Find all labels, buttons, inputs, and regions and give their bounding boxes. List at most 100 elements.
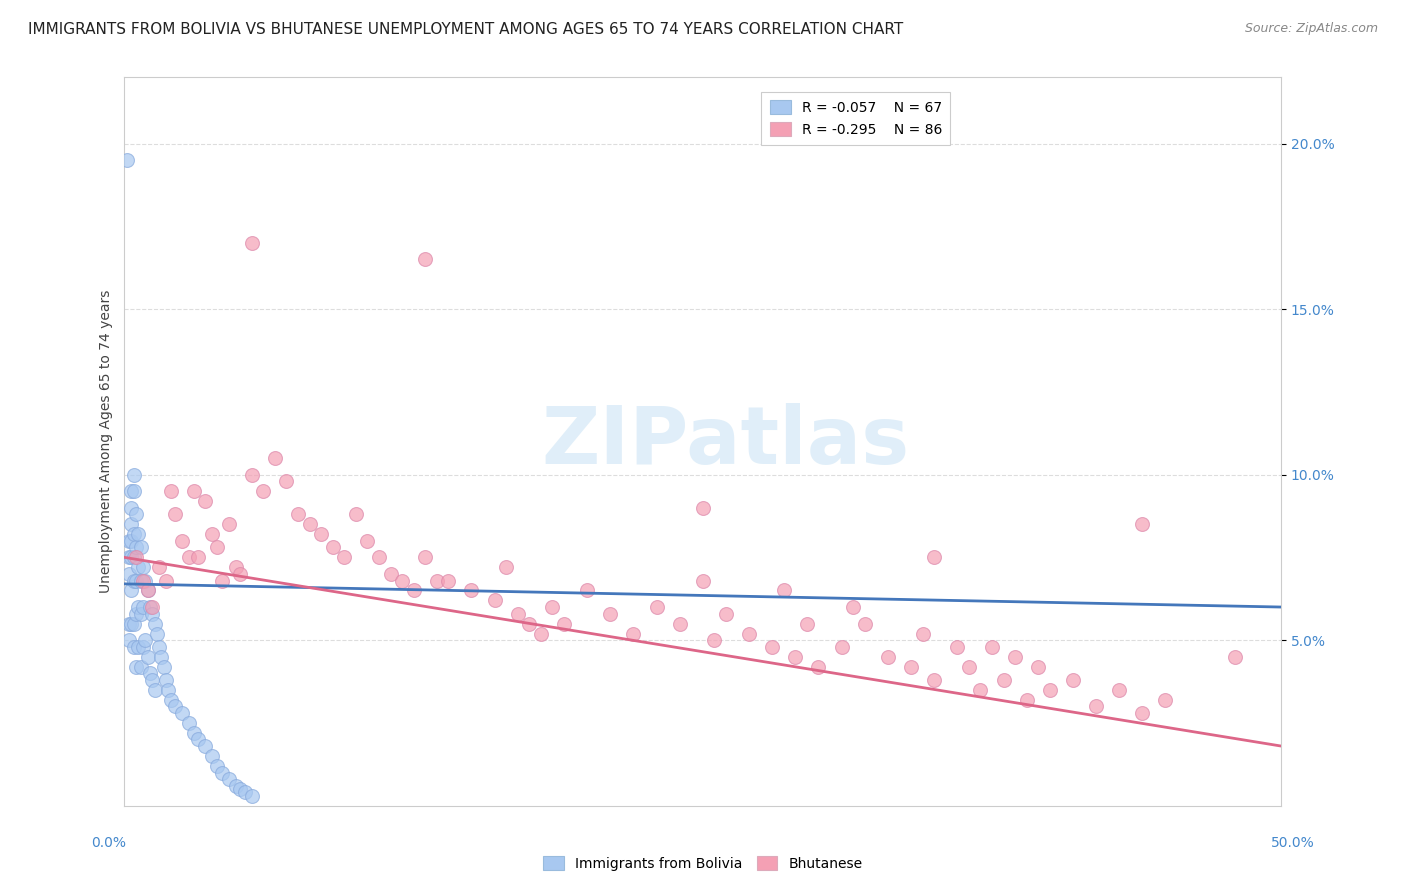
Point xyxy=(136,583,159,598)
Point xyxy=(136,583,159,598)
Point xyxy=(132,560,155,574)
Point xyxy=(1015,692,1038,706)
Point xyxy=(129,659,152,673)
Point xyxy=(356,533,378,548)
Point xyxy=(876,649,898,664)
Point xyxy=(276,475,298,489)
Point xyxy=(201,527,224,541)
Point xyxy=(391,574,413,588)
Point xyxy=(155,574,177,588)
Point xyxy=(541,600,564,615)
Point xyxy=(252,484,274,499)
Point xyxy=(233,785,256,799)
Point xyxy=(1062,673,1084,687)
Point xyxy=(402,583,425,598)
Point xyxy=(122,527,145,541)
Point xyxy=(506,607,529,621)
Point xyxy=(599,607,621,621)
Point xyxy=(368,550,391,565)
Point xyxy=(118,633,141,648)
Point xyxy=(157,682,180,697)
Point xyxy=(969,682,991,697)
Text: 0.0%: 0.0% xyxy=(91,836,127,850)
Point xyxy=(1154,692,1177,706)
Point xyxy=(263,451,285,466)
Point xyxy=(1223,649,1246,664)
Point xyxy=(125,659,148,673)
Point xyxy=(298,517,321,532)
Point xyxy=(122,640,145,654)
Point xyxy=(517,616,540,631)
Point xyxy=(125,508,148,522)
Point xyxy=(165,508,187,522)
Point xyxy=(187,732,209,747)
Point xyxy=(772,583,794,598)
Point xyxy=(714,607,737,621)
Point xyxy=(148,640,170,654)
Point xyxy=(122,550,145,565)
Point xyxy=(152,659,174,673)
Point xyxy=(120,583,142,598)
Point xyxy=(437,574,460,588)
Point xyxy=(623,626,645,640)
Point xyxy=(333,550,356,565)
Point xyxy=(576,583,599,598)
Point xyxy=(122,574,145,588)
Point xyxy=(136,649,159,664)
Point xyxy=(900,659,922,673)
Point xyxy=(129,541,152,555)
Point xyxy=(692,574,714,588)
Point xyxy=(553,616,575,631)
Point xyxy=(240,235,263,250)
Point xyxy=(120,484,142,499)
Point xyxy=(120,533,142,548)
Point xyxy=(127,640,149,654)
Point xyxy=(1085,699,1108,714)
Point xyxy=(194,739,217,753)
Point xyxy=(842,600,865,615)
Point xyxy=(205,541,228,555)
Point xyxy=(229,566,252,581)
Point xyxy=(413,252,436,267)
Point xyxy=(125,550,148,565)
Point xyxy=(380,566,402,581)
Point xyxy=(1108,682,1130,697)
Point xyxy=(134,574,156,588)
Point xyxy=(225,779,247,793)
Point xyxy=(148,560,170,574)
Text: IMMIGRANTS FROM BOLIVIA VS BHUTANESE UNEMPLOYMENT AMONG AGES 65 TO 74 YEARS CORR: IMMIGRANTS FROM BOLIVIA VS BHUTANESE UNE… xyxy=(28,22,904,37)
Point xyxy=(287,508,309,522)
Point xyxy=(205,759,228,773)
Point xyxy=(118,533,141,548)
Point xyxy=(118,550,141,565)
Point xyxy=(703,633,725,648)
Point xyxy=(761,640,783,654)
Point xyxy=(179,550,201,565)
Point xyxy=(1004,649,1026,664)
Point xyxy=(218,772,240,786)
Point xyxy=(183,484,205,499)
Point xyxy=(344,508,367,522)
Point xyxy=(139,600,162,615)
Point xyxy=(172,533,194,548)
Point xyxy=(413,550,436,565)
Point xyxy=(981,640,1004,654)
Point xyxy=(738,626,761,640)
Point xyxy=(993,673,1015,687)
Text: Source: ZipAtlas.com: Source: ZipAtlas.com xyxy=(1244,22,1378,36)
Point xyxy=(118,616,141,631)
Point xyxy=(211,765,233,780)
Point xyxy=(240,789,263,803)
Point xyxy=(796,616,818,631)
Point xyxy=(957,659,980,673)
Point xyxy=(946,640,969,654)
Point xyxy=(127,527,149,541)
Point xyxy=(139,666,162,681)
Point xyxy=(225,560,247,574)
Point xyxy=(183,726,205,740)
Point xyxy=(132,574,155,588)
Point xyxy=(460,583,482,598)
Point xyxy=(141,607,163,621)
Point xyxy=(692,500,714,515)
Point xyxy=(922,550,945,565)
